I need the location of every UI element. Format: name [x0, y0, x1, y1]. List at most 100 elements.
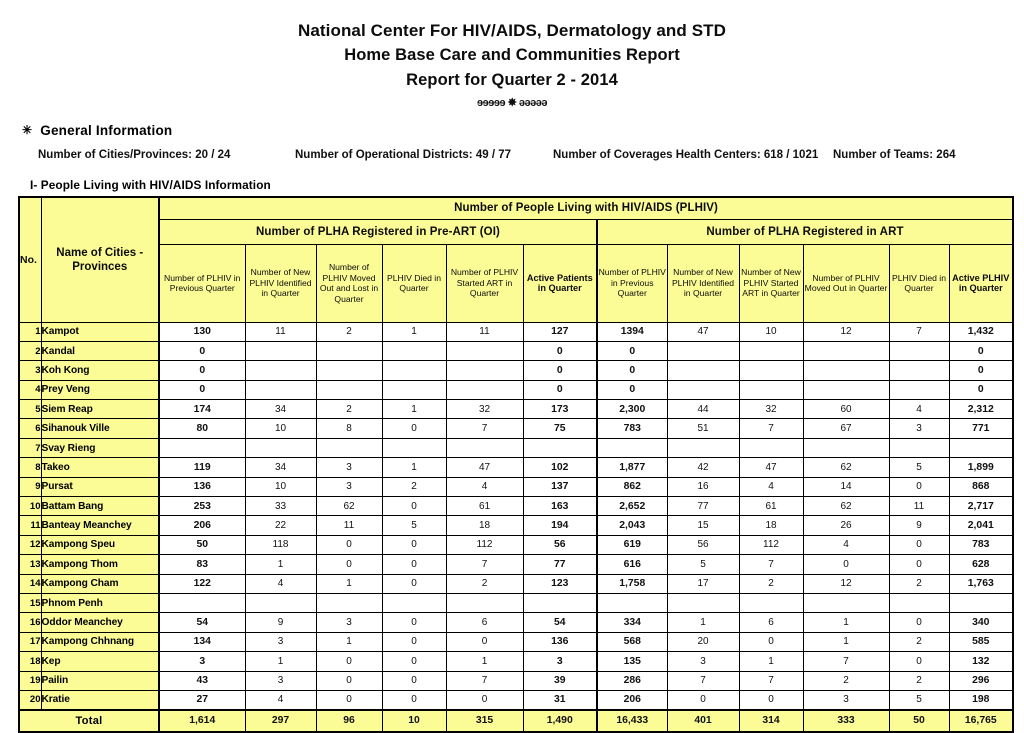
subheader-preart-moved-out-lost: Number of PLHIV Moved Out and Lost in Qu…: [315, 243, 383, 323]
cell-value: 628: [948, 554, 1014, 575]
cell-value: 568: [596, 631, 668, 653]
cell-value: 0: [888, 476, 950, 498]
cell-value: [738, 592, 804, 614]
cell-value: 34: [244, 457, 317, 478]
table-row: 17 Kampong Chhnang 134 3 1 0 0 136 568 20 0 1 2 585: [18, 631, 1014, 653]
cell-value: 7: [666, 670, 740, 691]
table-row: 11 Banteay Meanchey 206 22 11 5 18 194 2,043 15 18…: [18, 515, 1014, 536]
cell-value: 112: [445, 534, 524, 556]
cell-value: 0: [158, 360, 246, 381]
cell-value: 2,652: [596, 496, 668, 517]
cell-value: 286: [596, 670, 668, 691]
cell-value: [738, 379, 804, 401]
cell-value: 0: [666, 689, 740, 711]
cell-value: [315, 379, 383, 401]
row-number: 6: [18, 418, 42, 439]
cell-value: [738, 340, 804, 362]
general-information-heading: ✳ General Information: [22, 123, 1024, 138]
table-row: 12 Kampong Speu 50 118 0 0 112 56 619 56 112 4 0 783: [18, 534, 1014, 556]
table-row: 10 Battam Bang 253 33 62 0 61 163 2,652 77 61 62 11 2…: [18, 496, 1014, 517]
cell-value: 585: [948, 631, 1014, 653]
cell-value: [445, 340, 524, 362]
table-total-row: Total 1,614 297 96 10 315 1,490 16,433 401 314 333…: [18, 708, 1014, 733]
cell-value: [244, 592, 317, 614]
cell-value: 102: [522, 457, 598, 478]
cell-value: 130: [158, 321, 246, 342]
cell-value: 1,758: [596, 573, 668, 594]
cell-value: 0: [381, 496, 447, 517]
cell-value: 11: [315, 515, 383, 536]
cell-value: [381, 340, 447, 362]
cell-value: [381, 379, 447, 401]
cell-value: 6: [738, 612, 804, 633]
cell-value: [445, 592, 524, 614]
table-row: 15 Phnom Penh: [18, 592, 1014, 614]
cell-value: 47: [738, 457, 804, 478]
total-value: 314: [738, 708, 804, 733]
subheader-art-new-identified: Number of New PLHIV Identified in Quarte…: [666, 243, 740, 323]
cell-value: 2: [888, 573, 950, 594]
row-city-name: Kratie: [40, 689, 160, 711]
row-city-name: Svay Rieng: [40, 437, 160, 459]
cell-value: 0: [381, 670, 447, 691]
table-row: 16 Oddor Meanchey 54 9 3 0 6 54 334 1 6 1 0 340: [18, 612, 1014, 633]
row-number: 10: [18, 496, 42, 517]
cell-value: 2: [315, 399, 383, 420]
cell-value: [158, 437, 246, 459]
table-row: 14 Kampong Cham 122 4 1 0 2 123 1,758 17 2 12 2 1,763: [18, 573, 1014, 594]
total-label: Total: [18, 708, 160, 733]
cell-value: 4: [244, 689, 317, 711]
table-row: 18 Kep 3 1 0 0 1 3 135 3 1 7 0 132: [18, 651, 1014, 672]
cell-value: [381, 592, 447, 614]
cell-value: [948, 592, 1014, 614]
header-group-art: Number of PLHA Registered in ART: [595, 218, 1014, 245]
cell-value: 1: [244, 651, 317, 672]
cell-value: 0: [381, 612, 447, 633]
cell-value: 5: [888, 689, 950, 711]
cell-value: 174: [158, 399, 246, 420]
cell-value: 32: [445, 399, 524, 420]
cell-value: [445, 379, 524, 401]
cell-value: 0: [445, 631, 524, 653]
row-city-name: Sihanouk Ville: [40, 418, 160, 439]
cell-value: 0: [445, 689, 524, 711]
cell-value: 0: [315, 534, 383, 556]
total-value: 401: [666, 708, 740, 733]
cell-value: 2: [802, 670, 890, 691]
stat-coverage-health-centers: Number of Coverages Health Centers: 618 …: [553, 149, 819, 161]
cell-value: 47: [666, 321, 740, 342]
cell-value: [666, 379, 740, 401]
cell-value: 0: [381, 631, 447, 653]
cell-value: 4: [888, 399, 950, 420]
cell-value: [445, 437, 524, 459]
cell-value: 1: [666, 612, 740, 633]
row-city-name: Kep: [40, 651, 160, 672]
cell-value: 1: [738, 651, 804, 672]
cell-value: 619: [596, 534, 668, 556]
stat-cities-provinces: Number of Cities/Provinces: 20 / 24: [38, 149, 231, 161]
cell-value: 1394: [596, 321, 668, 342]
row-city-name: Siem Reap: [40, 399, 160, 420]
cell-value: 0: [315, 689, 383, 711]
cell-value: 7: [445, 670, 524, 691]
cell-value: 163: [522, 496, 598, 517]
cell-value: 132: [948, 651, 1014, 672]
cell-value: 127: [522, 321, 598, 342]
row-number: 8: [18, 457, 42, 478]
cell-value: 1: [802, 631, 890, 653]
table-row: 20 Kratie 27 4 0 0 0 31 206 0 0 3 5 198: [18, 689, 1014, 711]
total-value: 1,614: [158, 708, 246, 733]
general-information-stats: Number of Cities/Provinces: 20 / 24 Numb…: [0, 149, 1024, 165]
table-row: 13 Kampong Thom 83 1 0 0 7 77 616 5 7 0 0 628: [18, 554, 1014, 575]
cell-value: 4: [244, 573, 317, 594]
cell-value: 134: [158, 631, 246, 653]
cell-value: [738, 437, 804, 459]
cell-value: 11: [244, 321, 317, 342]
cell-value: 75: [522, 418, 598, 439]
subheader-preart-active-patients: Active Patients in Quarter: [522, 243, 598, 323]
row-number: 7: [18, 437, 42, 459]
subheader-preart-prev-quarter: Number of PLHIV in Previous Quarter: [158, 243, 246, 323]
cell-value: [381, 437, 447, 459]
cell-value: [244, 437, 317, 459]
section-heading-people-living-with-hiv: I- People Living with HIV/AIDS Informati…: [30, 178, 271, 192]
